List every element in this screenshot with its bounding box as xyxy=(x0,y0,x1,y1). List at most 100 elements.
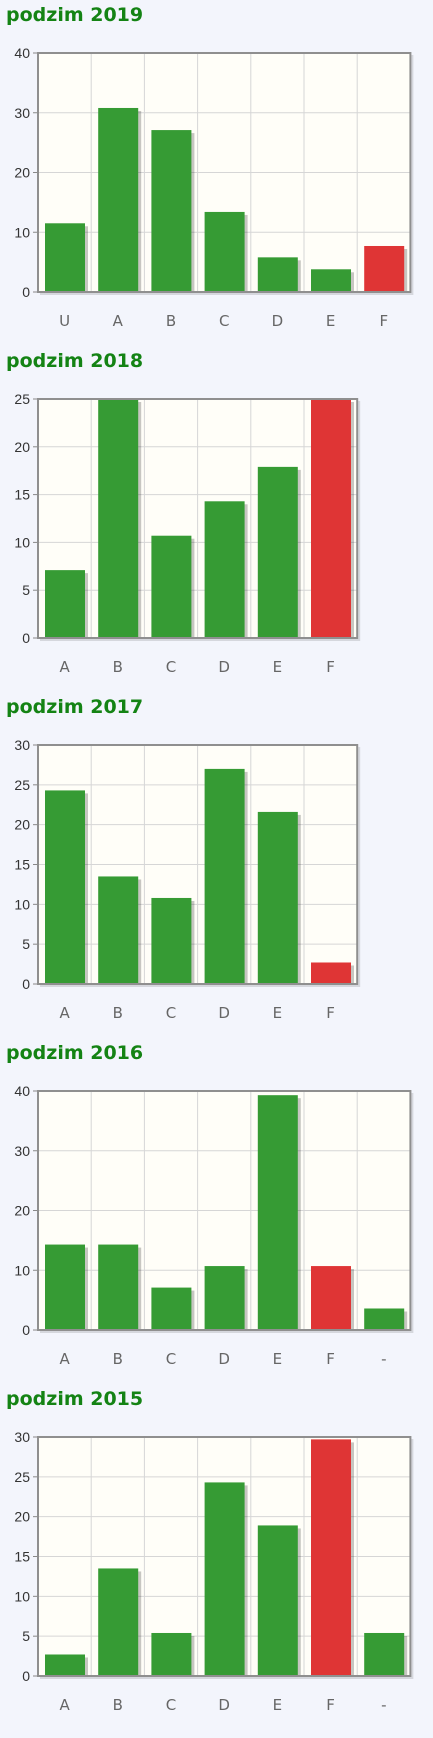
x-tick-label: - xyxy=(381,1696,386,1714)
bar-c[interactable] xyxy=(204,211,245,292)
bar-none[interactable] xyxy=(364,1632,405,1676)
x-tick-label: C xyxy=(166,1004,176,1022)
bar-f[interactable] xyxy=(311,399,351,638)
bar-f[interactable] xyxy=(311,1266,351,1330)
bar-none[interactable] xyxy=(364,1308,405,1330)
y-tick-label: 30 xyxy=(14,737,30,753)
axis-shadow xyxy=(40,747,361,987)
x-tick-label: C xyxy=(166,658,176,676)
y-tick-label: 10 xyxy=(14,1588,30,1604)
bar-a[interactable] xyxy=(98,107,139,292)
x-tick-label: C xyxy=(166,1696,176,1714)
bar-a[interactable] xyxy=(45,570,85,638)
bar-e[interactable] xyxy=(311,269,351,292)
chart-title: podzim 2018 xyxy=(6,350,144,372)
bar-chart: 0 5 10 15 20 25 A B C D E F xyxy=(14,391,361,676)
y-tick-label: 5 xyxy=(22,1628,30,1644)
bar-f[interactable] xyxy=(311,1439,351,1676)
y-tick-label: 0 xyxy=(22,630,30,646)
bar-d[interactable] xyxy=(204,768,245,984)
axis-shadow xyxy=(40,1093,414,1333)
plot-frame xyxy=(37,52,412,293)
axis-shadow xyxy=(40,1439,414,1679)
bar-c[interactable] xyxy=(151,535,192,638)
bar-b[interactable] xyxy=(151,130,192,292)
y-tick-label: 15 xyxy=(14,857,30,873)
y-tick-label: 30 xyxy=(14,1429,30,1445)
bar-b[interactable] xyxy=(98,1244,139,1330)
x-tick-label: D xyxy=(218,658,230,676)
y-tick-label: 10 xyxy=(14,1262,30,1278)
x-tick-label: D xyxy=(218,1696,230,1714)
x-tick-label: A xyxy=(59,1696,70,1714)
x-tick-label: E xyxy=(273,1004,282,1022)
bar-b[interactable] xyxy=(98,399,139,638)
bar-a[interactable] xyxy=(45,1244,85,1330)
y-tick-label: 40 xyxy=(14,45,30,61)
chart-section: podzim 2017 0 5 10 15 20 25 30 A B C D E F xyxy=(0,692,433,1038)
chart-title: podzim 2017 xyxy=(6,696,144,718)
bar-e[interactable] xyxy=(257,1525,298,1676)
bar-e[interactable] xyxy=(257,1095,298,1330)
x-tick-label: F xyxy=(326,1696,335,1714)
bar-f[interactable] xyxy=(311,962,351,984)
bar-c[interactable] xyxy=(151,1632,192,1676)
y-tick-label: 30 xyxy=(14,1143,30,1159)
axis-shadow xyxy=(40,401,361,641)
y-tick-label: 10 xyxy=(14,896,30,912)
x-tick-label: F xyxy=(326,1350,335,1368)
y-tick-label: 10 xyxy=(14,224,30,240)
y-tick-label: 25 xyxy=(14,391,30,407)
x-tick-label: A xyxy=(59,658,70,676)
bar-f[interactable] xyxy=(364,245,405,292)
plot-frame xyxy=(37,398,359,639)
bar-a[interactable] xyxy=(45,1654,85,1676)
bar-b[interactable] xyxy=(98,876,139,984)
bar-c[interactable] xyxy=(151,897,192,984)
bar-chart: 0 5 10 15 20 25 30 A B C D E F xyxy=(14,737,361,1022)
bar-e[interactable] xyxy=(257,811,298,984)
x-tick-label: D xyxy=(218,1004,230,1022)
x-tick-label: C xyxy=(219,312,229,330)
y-tick-label: 30 xyxy=(14,105,30,121)
x-tick-label: D xyxy=(218,1350,230,1368)
bar-u[interactable] xyxy=(45,223,85,292)
bar-a[interactable] xyxy=(45,790,85,984)
bar-e[interactable] xyxy=(257,466,298,638)
y-tick-label: 15 xyxy=(14,487,30,503)
axis-shadow xyxy=(40,55,414,295)
chart-section: podzim 2015 0 5 10 15 20 25 30 A B C D E F - xyxy=(0,1384,433,1730)
x-tick-label: F xyxy=(326,658,335,676)
x-tick-label: E xyxy=(273,658,282,676)
y-tick-label: 5 xyxy=(22,582,30,598)
y-tick-label: 0 xyxy=(22,284,30,300)
bar-c[interactable] xyxy=(151,1287,192,1330)
y-tick-label: 25 xyxy=(14,777,30,793)
x-tick-label: B xyxy=(113,1350,123,1368)
y-tick-label: 25 xyxy=(14,1469,30,1485)
y-tick-label: 20 xyxy=(14,1509,30,1525)
x-tick-label: A xyxy=(59,1350,70,1368)
bar-d[interactable] xyxy=(204,1482,245,1676)
y-tick-label: 0 xyxy=(22,976,30,992)
x-tick-label: - xyxy=(381,1350,386,1368)
x-tick-label: E xyxy=(273,1350,282,1368)
y-tick-label: 20 xyxy=(14,165,30,181)
bar-chart: 0 10 20 30 40 A B C D E F - xyxy=(14,1083,414,1368)
chart-title: podzim 2016 xyxy=(6,1042,144,1064)
y-tick-label: 5 xyxy=(22,936,30,952)
bar-d[interactable] xyxy=(257,257,298,292)
y-tick-label: 0 xyxy=(22,1322,30,1338)
y-tick-label: 20 xyxy=(14,439,30,455)
bar-chart: 0 10 20 30 40 U A B C D E F xyxy=(14,45,414,330)
plot-frame xyxy=(37,744,359,985)
x-tick-label: B xyxy=(113,1696,123,1714)
bar-d[interactable] xyxy=(204,1266,245,1330)
x-tick-label: F xyxy=(379,312,388,330)
x-tick-label: B xyxy=(113,658,123,676)
x-tick-label: E xyxy=(326,312,335,330)
bar-b[interactable] xyxy=(98,1568,139,1676)
bar-d[interactable] xyxy=(204,501,245,638)
y-tick-label: 20 xyxy=(14,1203,30,1219)
x-tick-label: A xyxy=(59,1004,70,1022)
